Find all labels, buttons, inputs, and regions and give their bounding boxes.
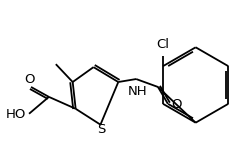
Text: O: O bbox=[24, 73, 34, 86]
Text: S: S bbox=[97, 123, 106, 136]
Text: Cl: Cl bbox=[157, 38, 170, 51]
Text: O: O bbox=[171, 98, 181, 111]
Text: HO: HO bbox=[6, 108, 26, 121]
Text: NH: NH bbox=[127, 85, 147, 98]
